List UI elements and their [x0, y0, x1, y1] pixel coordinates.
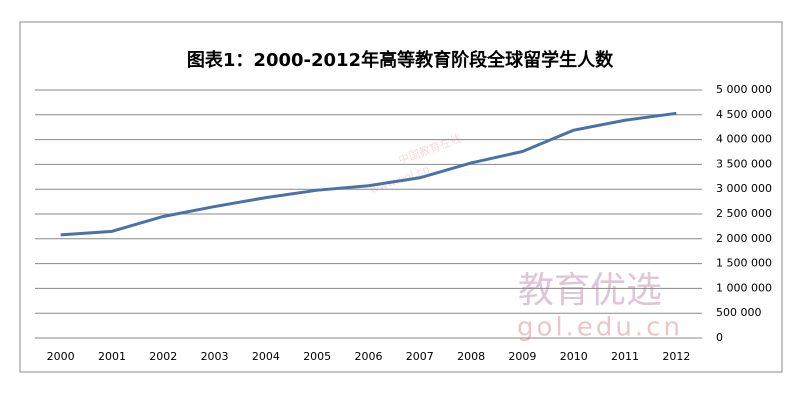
- y-tick-label: 3 500 000: [716, 157, 772, 170]
- chart-title: 图表1：2000-2012年高等教育阶段全球留学生人数: [187, 49, 614, 71]
- x-tick-label: 2003: [201, 350, 229, 363]
- x-tick-label: 2002: [149, 350, 177, 363]
- y-tick-label: 1 500 000: [716, 257, 772, 270]
- y-tick-label: 5 000 000: [716, 83, 772, 96]
- y-tick-label: 4 500 000: [716, 108, 772, 121]
- x-tick-label: 2010: [560, 350, 588, 363]
- series-line: [60, 111, 677, 237]
- y-tick-label: 3 000 000: [716, 182, 772, 195]
- x-tick-label: 2006: [355, 350, 383, 363]
- x-tick-label: 2005: [303, 350, 331, 363]
- x-tick-label: 2011: [611, 350, 639, 363]
- x-tick-label: 2004: [252, 350, 280, 363]
- x-tick-label: 2009: [508, 350, 536, 363]
- y-tick-label: 1 000 000: [716, 281, 772, 294]
- x-tick-label: 2001: [98, 350, 126, 363]
- x-tick-label: 2007: [406, 350, 434, 363]
- y-tick-label: 0: [716, 331, 723, 344]
- x-tick-label: 2000: [47, 350, 75, 363]
- x-tick-label: 2012: [662, 350, 690, 363]
- y-tick-label: 500 000: [716, 306, 762, 319]
- x-tick-label: 2008: [457, 350, 485, 363]
- y-tick-label: 2 000 000: [716, 232, 772, 245]
- y-tick-label: 2 500 000: [716, 207, 772, 220]
- y-tick-label: 4 000 000: [716, 133, 772, 146]
- watermark: 教育优选: [518, 270, 662, 311]
